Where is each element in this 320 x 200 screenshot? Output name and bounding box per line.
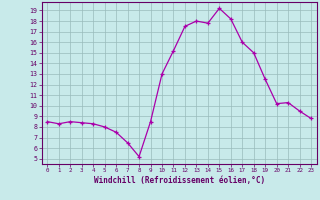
X-axis label: Windchill (Refroidissement éolien,°C): Windchill (Refroidissement éolien,°C) — [94, 176, 265, 185]
